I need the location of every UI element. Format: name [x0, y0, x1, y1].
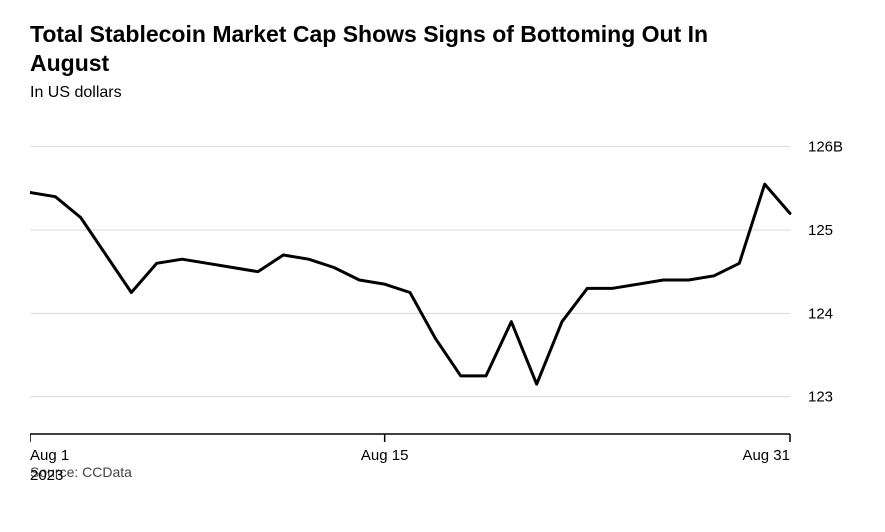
y-axis-label: 124: [808, 305, 833, 322]
chart-title: Total Stablecoin Market Cap Shows Signs …: [30, 20, 790, 78]
x-axis-label: Aug 15: [361, 447, 409, 464]
chart-plot-area: 123124125126BAug 12023Aug 15Aug 31: [30, 130, 855, 450]
x-axis-year: 2023: [30, 467, 63, 484]
y-axis-label: 126B: [808, 138, 843, 155]
chart-container: Total Stablecoin Market Cap Shows Signs …: [0, 0, 885, 532]
line-chart-svg: 123 124 125 126B Aug 1 2023 Aug 15 Aug 31: [30, 130, 860, 488]
y-axis-label: 123: [808, 388, 833, 405]
x-axis-label: Aug 1: [30, 447, 69, 464]
y-axis-label: 125: [808, 222, 833, 239]
x-axis-label: Aug 31: [742, 447, 790, 464]
chart-subtitle: In US dollars: [30, 84, 855, 102]
market-cap-line: [30, 184, 790, 384]
